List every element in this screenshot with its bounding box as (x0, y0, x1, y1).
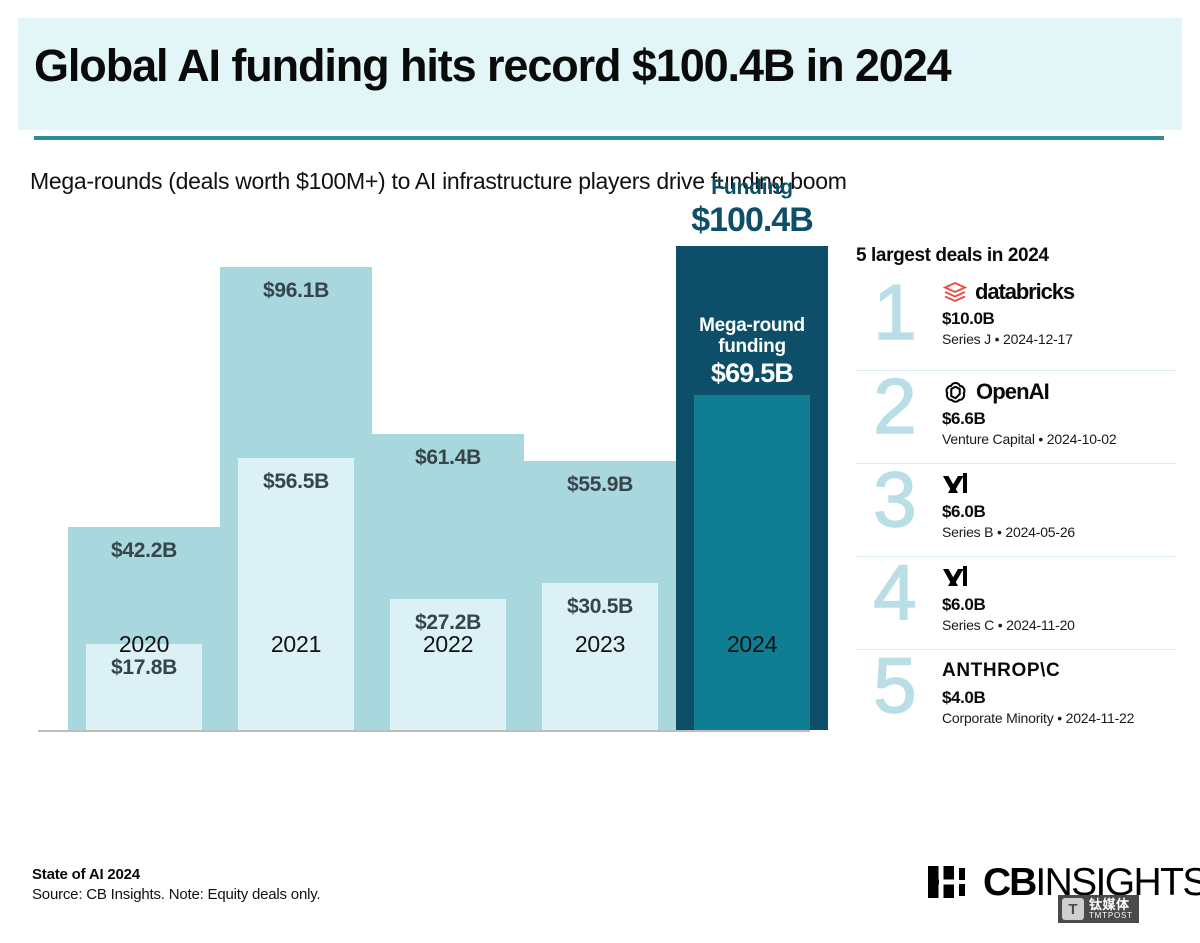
mega-round-funding-bar (694, 394, 810, 730)
bar-group-2023: $55.9B $30.5B 2023 (524, 341, 676, 730)
bar-group-2020: $42.2B $17.8B 2020 (68, 407, 220, 730)
x-axis-tick-2023: 2023 (574, 631, 626, 657)
deal-company-logo: databricks (942, 277, 1176, 307)
deal-amount: $6.0B (942, 502, 986, 521)
mega-round-funding-label: $56.5B (263, 469, 329, 493)
largest-deals-panel: 5 largest deals in 2024 1 databricks $10.0… (856, 245, 1176, 742)
deal-row[interactable]: 2 OpenAI $6.6B Venture Capital • 2024-10-02 (856, 362, 1176, 463)
source-note: Source: CB Insights. Note: Equity deals … (32, 886, 321, 903)
deal-company-name: OpenAI (976, 379, 1050, 404)
x-axis-tick-2022: 2022 (422, 631, 474, 657)
total-funding-label: $96.1B (263, 278, 329, 302)
page-title: Global AI funding hits record $100.4B in… (34, 40, 952, 91)
mega-round-callout-value: $69.5B (710, 358, 794, 389)
mega-round-callout: Mega-round funding $69.5B (678, 315, 826, 391)
report-name: State of AI 2024 (32, 866, 140, 883)
xai-logo-icon (942, 472, 970, 498)
cb-insights-mark-icon (928, 862, 974, 902)
deal-company-logo: OpenAI (942, 377, 1176, 407)
total-funding-bar: $42.2B $17.8B (68, 526, 220, 730)
deal-rank-number: 4 (873, 548, 918, 636)
xai-logo-icon (943, 566, 967, 586)
header-divider (34, 136, 1164, 140)
x-axis-tick-2020: 2020 (118, 631, 170, 657)
funding-callout-value: $100.4B (691, 200, 814, 239)
header-band (18, 18, 1182, 130)
total-funding-bar: Mega-round funding $69.5B (676, 246, 828, 730)
xai-logo-icon (943, 473, 967, 493)
deal-company-logo (942, 563, 1176, 593)
page-subtitle: Mega-rounds (deals worth $100M+) to AI i… (30, 168, 847, 194)
deal-meta: Series C • 2024-11-20 (942, 617, 1075, 633)
deal-company-name: databricks (975, 279, 1075, 304)
deal-meta: Venture Capital • 2024-10-02 (942, 431, 1117, 447)
deal-amount: $4.0B (942, 688, 986, 707)
funding-callout: Funding $100.4B (641, 176, 863, 240)
bar-group-2024: Funding $100.4B Mega-round funding $69.5B 202… (676, 126, 828, 730)
xai-logo-icon (942, 565, 970, 591)
openai-logo-icon (942, 379, 969, 406)
watermark-en-label: TMTPOST (1089, 910, 1133, 920)
deal-company-logo (942, 470, 1176, 500)
mega-round-funding-bar (238, 457, 354, 730)
deal-meta: Series B • 2024-05-26 (942, 524, 1076, 540)
bar-group-2021: $96.1B $56.5B 2021 (220, 147, 372, 730)
x-axis-tick-2024: 2024 (726, 631, 778, 657)
total-funding-label: $42.2B (111, 538, 177, 562)
total-funding-label: $61.4B (415, 446, 481, 470)
total-funding-bar: $61.4B $27.2B (372, 434, 524, 730)
deals-panel-title: 5 largest deals in 2024 (856, 245, 1049, 266)
deal-amount: $6.6B (942, 409, 986, 428)
deal-row[interactable]: 4 $6.0B Series C • 2024-11-20 (856, 548, 1176, 649)
deal-row[interactable]: 3 $6.0B Series B • 2024-05-26 (856, 455, 1176, 556)
bar-chart: $42.2B $17.8B 2020 $96.1B $56.5B 2021 $61.4B $2… (30, 176, 828, 850)
mega-round-funding-bar (86, 644, 202, 730)
mega-round-funding-label: $30.5B (567, 594, 633, 618)
deal-row[interactable]: 1 databricks $10.0B Series J • 2024-12-17 (856, 272, 1176, 370)
deal-meta: Corporate Minority • 2024-11-22 (942, 710, 1135, 726)
deal-row[interactable]: 5 ANTHROP\C $4.0B Corporate Minority • 2024… (856, 641, 1176, 742)
x-axis-tick-2021: 2021 (270, 631, 322, 657)
mega-round-callout-label: Mega-round (699, 314, 805, 336)
deal-rank-number: 3 (873, 455, 918, 543)
databricks-logo-icon (942, 281, 968, 303)
chart-baseline-axis (38, 730, 810, 732)
total-funding-label: $55.9B (567, 472, 633, 496)
mega-round-funding-label: $27.2B (415, 610, 481, 634)
mega-round-funding-bar (390, 598, 506, 730)
logo-bold-text: CB (983, 860, 1037, 904)
deal-company-name: ANTHROP\C (942, 660, 1061, 681)
total-funding-bar: $96.1B $56.5B (220, 266, 372, 730)
mega-round-funding-bar (542, 582, 658, 730)
deal-rank-number: 5 (873, 641, 918, 729)
deal-company-logo: ANTHROP\C (942, 656, 1176, 686)
watermark-badge-icon: T (1062, 898, 1084, 921)
watermark-text: 钛媒体 TMTPOST (1089, 898, 1133, 920)
mega-round-funding-label: $17.8B (111, 656, 177, 680)
mega-round-callout-label2: funding (718, 335, 786, 357)
tmtpost-watermark: T 钛媒体 TMTPOST (1058, 895, 1139, 924)
deal-amount: $6.0B (942, 595, 986, 614)
deal-rank-number: 2 (873, 362, 918, 450)
bar-group-2022: $61.4B $27.2B 2022 (372, 314, 524, 730)
footer: State of AI 2024 Source: CB Insights. No… (32, 866, 321, 903)
total-funding-bar: $55.9B $30.5B (524, 460, 676, 730)
databricks-logo-icon (942, 279, 968, 305)
deal-amount: $10.0B (942, 309, 995, 328)
funding-callout-label: Funding (711, 175, 793, 199)
deal-meta: Series J • 2024-12-17 (942, 331, 1073, 347)
deal-rank-number: 1 (873, 268, 918, 356)
openai-logo-icon (945, 381, 966, 403)
watermark-cn-label: 钛媒体 (1089, 897, 1130, 912)
